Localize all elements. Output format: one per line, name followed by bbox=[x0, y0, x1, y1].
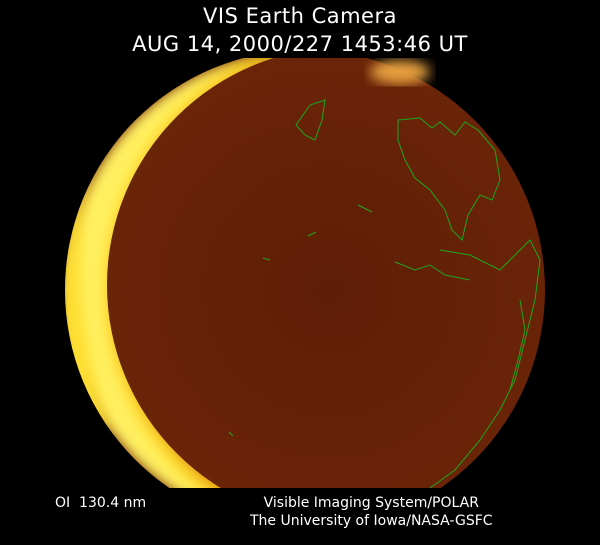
credit: Visible Imaging System/POLAR The Univers… bbox=[250, 494, 493, 530]
credit-line-1: Visible Imaging System/POLAR bbox=[263, 495, 479, 511]
image-timestamp: AUG 14, 2000/227 1453:46 UT bbox=[132, 32, 468, 56]
aurora-glow bbox=[370, 60, 430, 84]
dayside-limb-glow bbox=[62, 58, 545, 488]
coastlines bbox=[228, 99, 541, 488]
instrument-title: VIS Earth Camera bbox=[203, 4, 397, 28]
credit-line-2: The University of Iowa/NASA-GSFC bbox=[250, 513, 493, 529]
filter-wavelength: OI 130.4 nm bbox=[55, 495, 147, 511]
